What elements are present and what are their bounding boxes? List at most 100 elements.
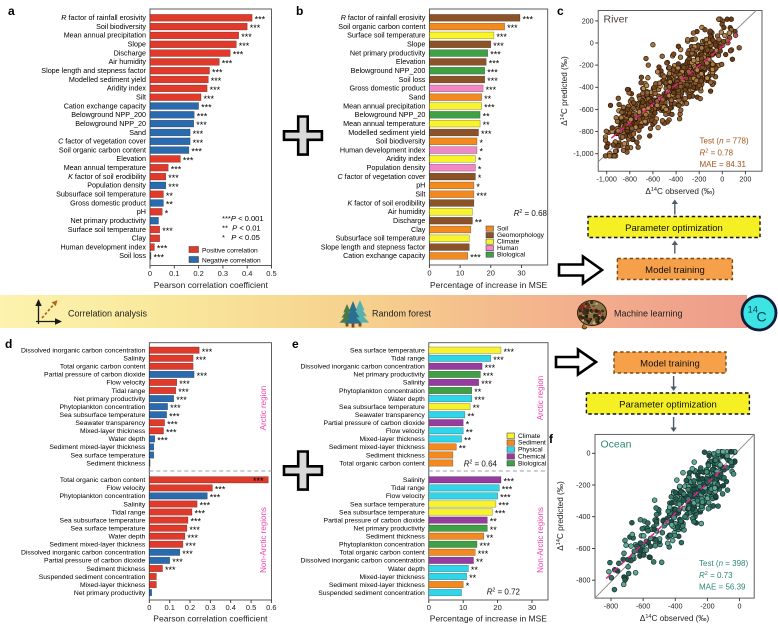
svg-text:***: *** [255, 14, 266, 24]
svg-text:Air humidity: Air humidity [388, 207, 426, 216]
svg-text:***: *** [166, 427, 177, 437]
svg-text:***: *** [212, 67, 223, 77]
svg-text:Sea subsurface temperature: Sea subsurface temperature [60, 412, 146, 419]
svg-text:***: *** [157, 244, 168, 254]
svg-text:Flow velocity: Flow velocity [106, 485, 146, 492]
svg-text:Suspended sediment concentrati: Suspended sediment concentration [318, 590, 425, 597]
svg-text:Flow velocity: Flow velocity [386, 428, 426, 435]
svg-text:Biological: Biological [518, 460, 547, 467]
svg-text:**: ** [484, 94, 492, 104]
svg-text:***: *** [241, 32, 252, 42]
svg-text:Surface soil temperature: Surface soil temperature [68, 225, 146, 234]
svg-text:Phytoplankton concentration: Phytoplankton concentration [60, 404, 146, 411]
svg-text:Seawater transparency: Seawater transparency [355, 412, 425, 419]
svg-text:***: *** [474, 395, 485, 405]
svg-text:Pearson correlation coefficien: Pearson correlation coefficient [154, 280, 269, 290]
svg-text:***: *** [170, 403, 181, 413]
svg-text:Test (n = 398): Test (n = 398) [699, 559, 748, 568]
svg-text:Tidal range: Tidal range [112, 509, 146, 516]
svg-text:a: a [8, 4, 15, 18]
svg-text:0.2: 0.2 [193, 269, 203, 278]
svg-text:Sediment mixed-layer thickness: Sediment mixed-layer thickness [49, 542, 146, 549]
svg-text:Sediment mixed-layer thickness: Sediment mixed-layer thickness [329, 444, 426, 451]
svg-text:**: ** [471, 565, 479, 575]
svg-text:Tidal range: Tidal range [391, 356, 425, 363]
svg-text:0.1: 0.1 [169, 269, 179, 278]
svg-text:Partial pressure of carbon dio: Partial pressure of carbon dioxide [324, 517, 425, 524]
svg-text:***: *** [197, 371, 208, 381]
svg-text:***: *** [197, 111, 208, 121]
svg-text:Sediment thickness: Sediment thickness [86, 566, 146, 573]
svg-text:Parameter optimization: Parameter optimization [619, 399, 717, 410]
svg-text:*: * [478, 156, 482, 166]
svg-text:Chemical: Chemical [518, 454, 546, 461]
svg-text:Belowground NPP_20: Belowground NPP_20 [75, 119, 146, 128]
svg-text:***: *** [182, 549, 193, 559]
svg-text:**: ** [483, 111, 491, 121]
svg-text:Test (n = 778): Test (n = 778) [700, 137, 749, 146]
svg-text:Modelled sediment yield: Modelled sediment yield [69, 75, 146, 84]
svg-text:***: *** [157, 436, 168, 446]
svg-text:Phytoplankton concentration: Phytoplankton concentration [339, 542, 425, 549]
svg-text:Dissolved inorganic carbon con: Dissolved inorganic carbon concentration [300, 558, 425, 565]
svg-text:Soil organic carbon content: Soil organic carbon content [338, 22, 425, 31]
svg-text:***: *** [191, 147, 202, 157]
svg-text:Partial pressure of carbon dio: Partial pressure of carbon dioxide [324, 420, 425, 427]
svg-text:*: * [466, 419, 470, 429]
svg-text:***: *** [195, 509, 206, 519]
svg-text:Soil: Soil [497, 226, 509, 233]
svg-text:***: *** [210, 85, 221, 95]
svg-text:Slope length and stepness fact: Slope length and stepness factor [321, 242, 426, 251]
svg-text:d: d [5, 337, 12, 351]
svg-text:***: *** [201, 103, 212, 113]
svg-text:Percentage of increase in MSE: Percentage of increase in MSE [430, 614, 548, 624]
svg-text:***: *** [493, 41, 504, 51]
svg-text:Surface soil temperature: Surface soil temperature [347, 31, 425, 40]
svg-text:Sediment thickness: Sediment thickness [366, 534, 426, 541]
svg-text:Clay: Clay [132, 234, 147, 243]
svg-text:Dissolved inorganic carbon con: Dissolved inorganic carbon concentration [21, 550, 146, 557]
svg-text:R2 = 0.73: R2 = 0.73 [699, 571, 733, 580]
svg-text:Silt: Silt [136, 93, 146, 102]
svg-text:Water depth: Water depth [109, 534, 146, 541]
svg-text:Machine learning: Machine learning [614, 309, 683, 319]
svg-text:Sand: Sand [409, 93, 426, 102]
svg-text:***: *** [196, 120, 207, 130]
svg-text:Sediment thickness: Sediment thickness [86, 460, 146, 467]
svg-text:R2 = 0.68: R2 = 0.68 [514, 209, 548, 218]
svg-text:***: *** [233, 50, 244, 60]
svg-text:Soil organic carbon content: Soil organic carbon content [59, 145, 146, 154]
svg-text:14: 14 [748, 305, 759, 316]
svg-text:Water depth: Water depth [109, 436, 146, 443]
svg-text:Net primary productivity: Net primary productivity [71, 216, 147, 225]
svg-text:**: ** [469, 573, 477, 583]
svg-text:-800: -800 [604, 602, 618, 611]
svg-text:***: *** [191, 517, 202, 527]
svg-text:Climate: Climate [518, 433, 541, 440]
svg-text:Air humidity: Air humidity [108, 57, 146, 66]
svg-text:***: *** [500, 493, 511, 503]
svg-text:***: *** [154, 253, 165, 263]
svg-text:Mixed-layer thickness: Mixed-layer thickness [359, 436, 425, 443]
svg-text:-400: -400 [668, 602, 682, 611]
svg-text:Discharge: Discharge [393, 216, 425, 225]
svg-text:***: *** [504, 476, 515, 486]
svg-text:*: * [480, 138, 484, 148]
svg-text:**: ** [474, 387, 482, 397]
svg-text:***: *** [478, 549, 489, 559]
svg-text:***: *** [169, 411, 180, 421]
svg-text:Net primary productivity: Net primary productivity [353, 526, 425, 533]
svg-text:***: *** [489, 59, 500, 69]
svg-text:Physical: Physical [518, 447, 543, 454]
svg-text:0.3: 0.3 [205, 603, 215, 612]
svg-text:Negative correlation: Negative correlation [202, 257, 261, 264]
svg-text:***: *** [490, 50, 501, 60]
svg-text:-800: -800 [579, 127, 593, 136]
svg-text:-600: -600 [646, 175, 660, 184]
svg-text:Net primary productivity: Net primary productivity [74, 590, 146, 597]
svg-text:30: 30 [528, 603, 536, 612]
svg-text:Discharge: Discharge [114, 48, 146, 57]
svg-text:200: 200 [582, 16, 594, 25]
svg-text:Human development index: Human development index [340, 145, 426, 154]
svg-text:***: *** [476, 191, 487, 201]
